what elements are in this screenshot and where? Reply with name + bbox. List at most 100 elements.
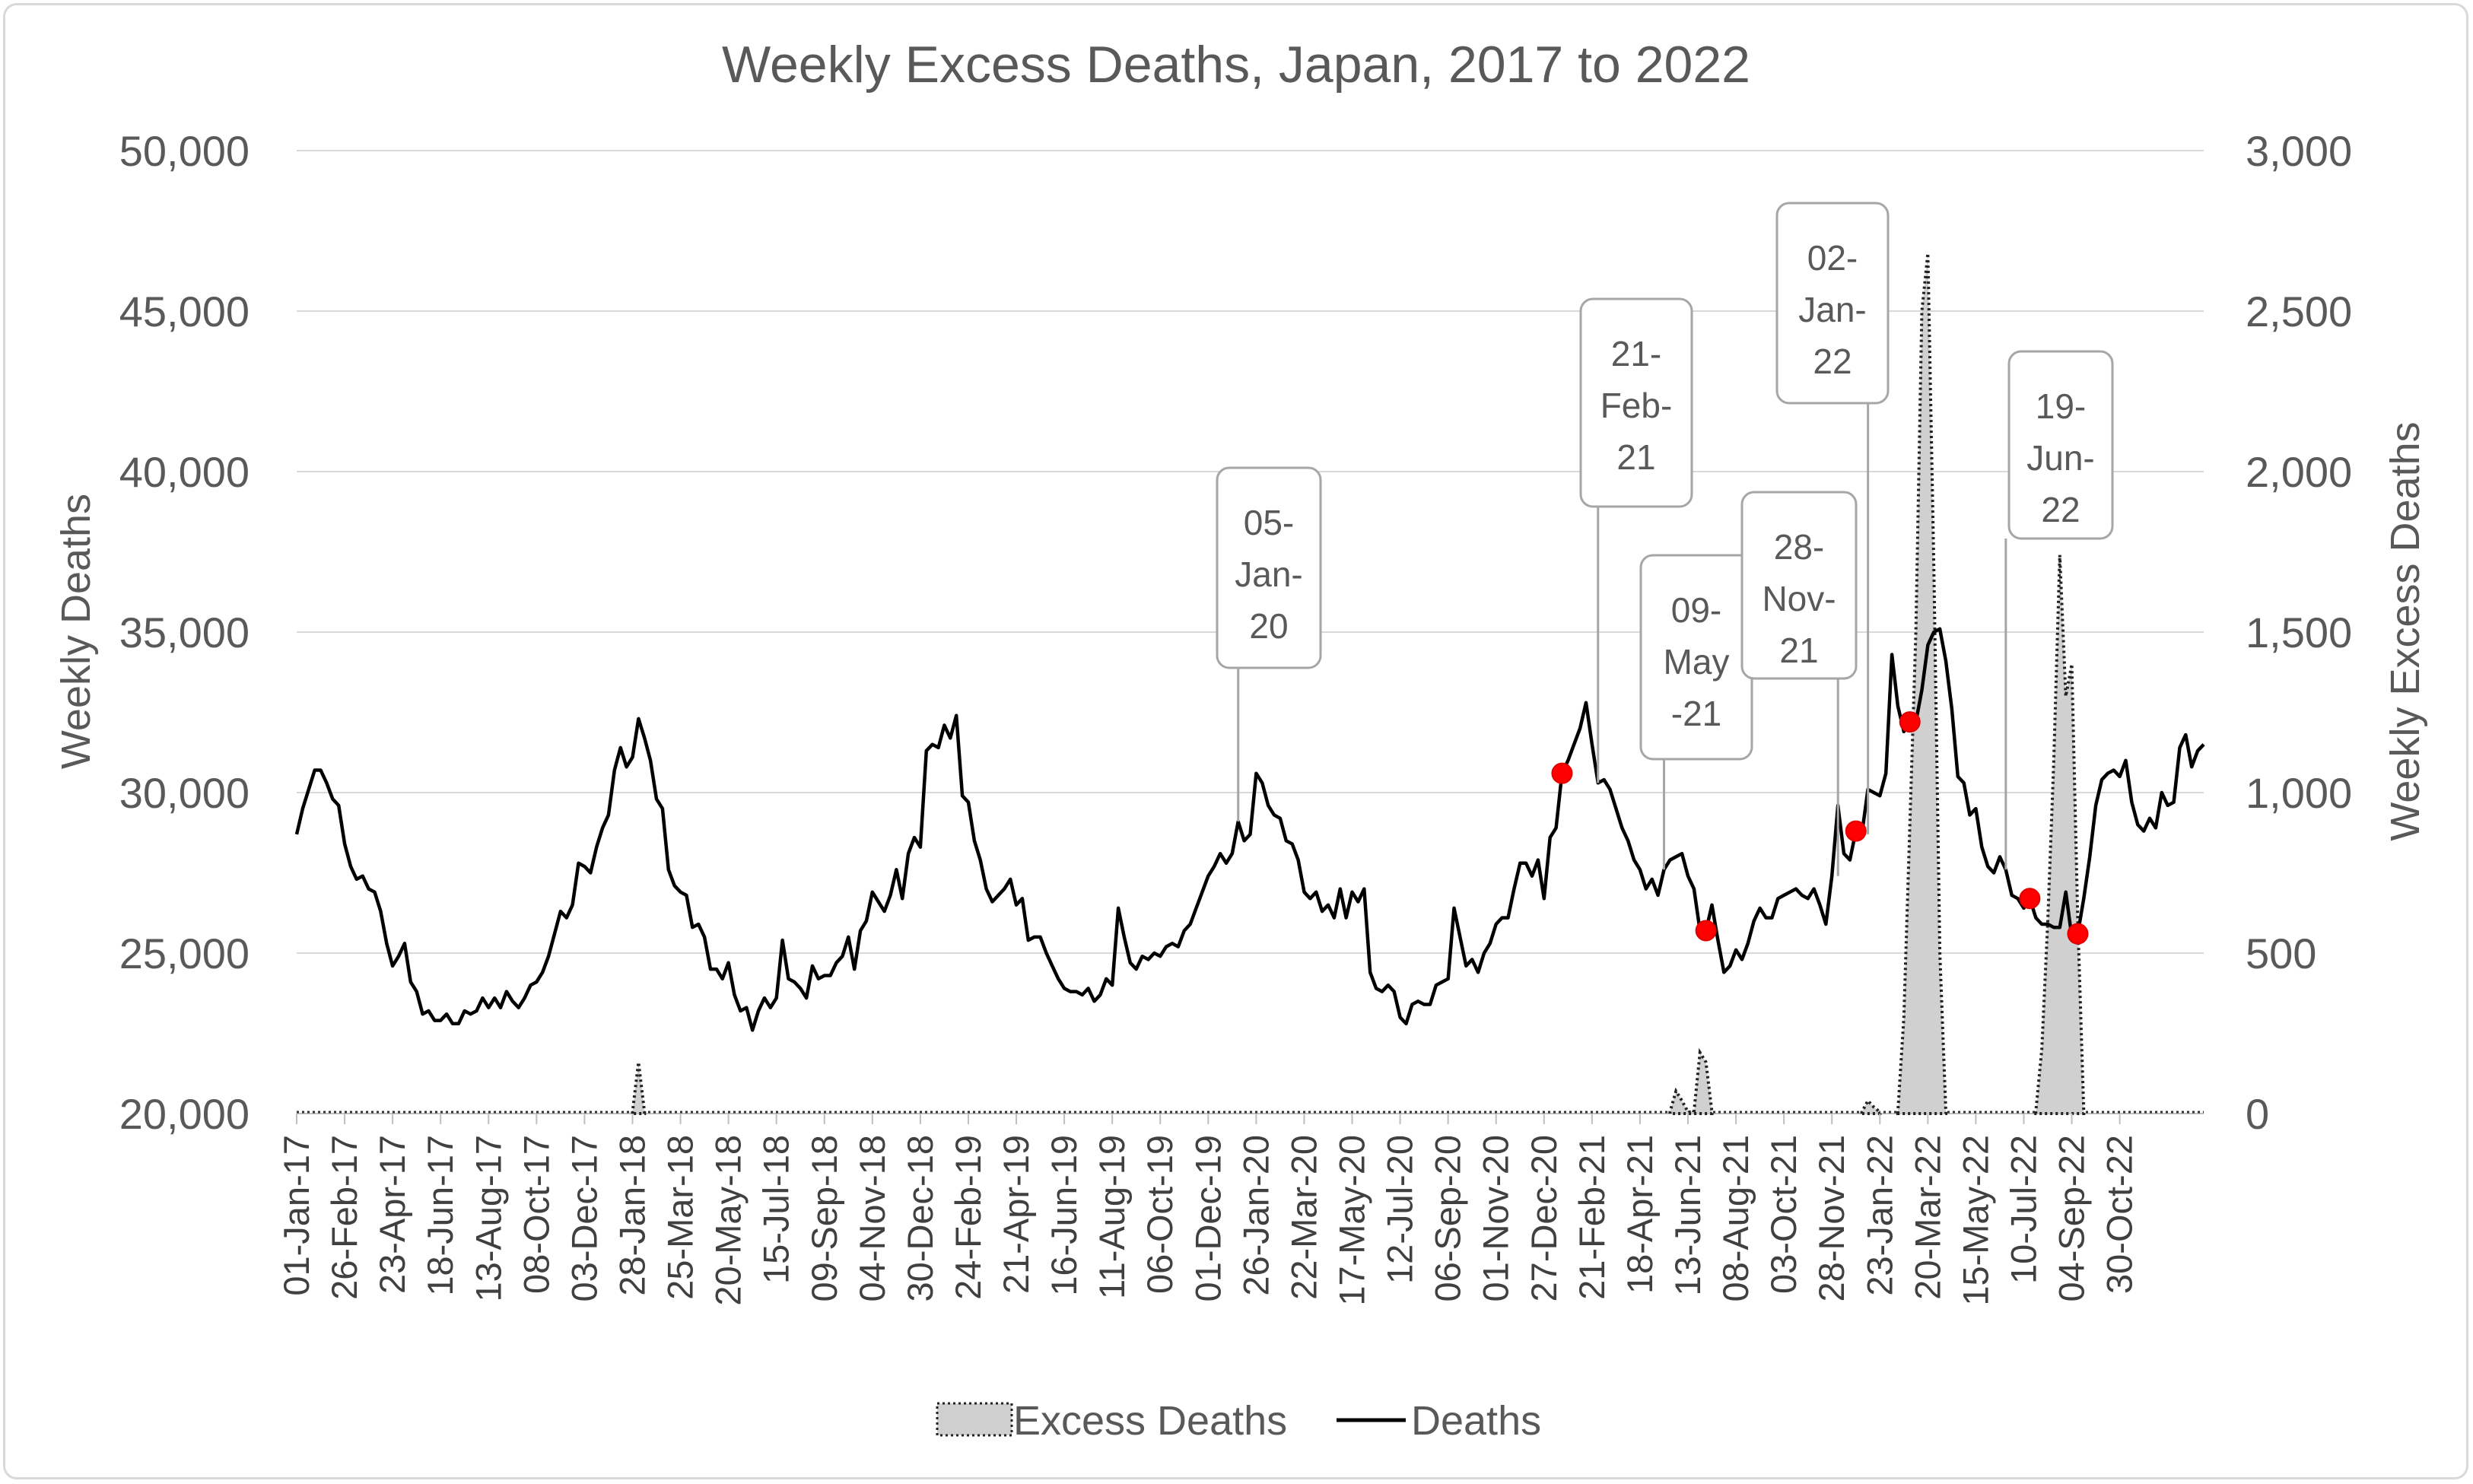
x-tick-label: 08-Aug-21: [1715, 1135, 1756, 1302]
callout-text: 22: [2041, 490, 2080, 529]
x-tick-label: 15-May-22: [1955, 1135, 1995, 1306]
callout-box: [2007, 350, 2114, 540]
right-tick-label: 3,000: [2246, 127, 2352, 175]
callout-text: 05-: [1244, 503, 1294, 542]
x-tick-label: 21-Apr-19: [996, 1135, 1036, 1294]
x-tick-label: 06-Oct-19: [1140, 1135, 1180, 1294]
x-tick-label: 03-Oct-21: [1763, 1135, 1804, 1294]
right-tick-label: 2,500: [2246, 288, 2352, 335]
callout-text: 21-: [1611, 334, 1661, 373]
x-tick-label: 30-Dec-18: [900, 1135, 940, 1301]
x-tick-label: 15-Jul-18: [756, 1135, 796, 1284]
callout-text: 19-: [2036, 386, 2086, 426]
callout-text: Nov-: [1762, 579, 1836, 618]
callout-text: Feb-: [1600, 386, 1673, 425]
excess-area: [2034, 555, 2086, 1115]
left-tick-label: 35,000: [119, 609, 250, 656]
callout-text: Jan-: [1235, 555, 1302, 594]
highlight-markers: [1551, 711, 2089, 945]
left-tick-label: 25,000: [119, 929, 250, 977]
highlight-marker: [1845, 820, 1867, 842]
excess-area: [1860, 1098, 1882, 1115]
x-tick-label: 18-Jun-17: [420, 1135, 460, 1296]
x-tick-label: 23-Jan-22: [1859, 1135, 1899, 1296]
x-tick-label: 26-Feb-17: [324, 1135, 364, 1300]
legend: Excess Deaths Deaths: [936, 1398, 1541, 1444]
right-tick-label: 1,000: [2246, 769, 2352, 817]
deaths-series: [294, 627, 2205, 1032]
callout-text: 28-: [1774, 527, 1824, 567]
x-tick-label: 17-May-20: [1332, 1135, 1372, 1306]
callout-text: May: [1664, 642, 1730, 682]
right-tick-label: 1,500: [2246, 609, 2352, 656]
left-axis-label: Weekly Deaths: [53, 494, 99, 769]
x-tick-label: 04-Sep-22: [2052, 1135, 2092, 1302]
x-tick-label: 01-Dec-19: [1187, 1135, 1228, 1301]
x-axis-ticks: 01-Jan-17 26-Feb-17 23-Apr-17 18-Jun-17 13-A…: [276, 1114, 2140, 1306]
x-tick-label: 01-Nov-20: [1476, 1135, 1516, 1301]
legend-deaths-label: Deaths: [1411, 1398, 1541, 1444]
x-tick-label: 28-Nov-21: [1811, 1135, 1852, 1301]
right-tick-label: 0: [2246, 1090, 2269, 1138]
x-tick-label: 23-Apr-17: [372, 1135, 412, 1294]
highlight-marker: [2067, 923, 2089, 945]
callout-text: Jan-: [1798, 290, 1866, 329]
highlight-marker: [1899, 711, 1921, 733]
right-tick-label: 500: [2246, 929, 2316, 977]
callout-text: 21: [1779, 631, 1818, 670]
x-tick-label: 18-Apr-21: [1620, 1135, 1660, 1294]
x-tick-label: 13-Aug-17: [468, 1135, 508, 1302]
left-tick-label: 20,000: [119, 1090, 250, 1138]
x-tick-label: 26-Jan-20: [1235, 1135, 1276, 1296]
excess-deaths-series: [297, 253, 2204, 1115]
left-tick-label: 45,000: [119, 288, 250, 335]
callouts: 05- Jan- 20 21- Feb- 21 09- May -21 28- Nov- 21 02- J…: [1216, 202, 2114, 876]
callout-text: 22: [1813, 342, 1852, 381]
right-tick-label: 2,000: [2246, 448, 2352, 496]
x-tick-label: 13-Jun-21: [1667, 1135, 1708, 1296]
callout-text: 21: [1616, 437, 1655, 477]
left-tick-label: 40,000: [119, 448, 250, 496]
x-tick-label: 10-Jul-22: [2003, 1135, 2043, 1284]
x-tick-label: 16-Jun-19: [1044, 1135, 1084, 1296]
x-tick-label: 12-Jul-20: [1380, 1135, 1420, 1284]
x-tick-label: 04-Nov-18: [852, 1135, 892, 1301]
callout-text: 02-: [1807, 238, 1858, 278]
chart-title: Weekly Excess Deaths, Japan, 2017 to 202…: [722, 36, 1750, 94]
x-tick-label: 21-Feb-21: [1572, 1135, 1612, 1300]
x-tick-label: 09-Sep-18: [804, 1135, 844, 1302]
x-tick-label: 28-Jan-18: [612, 1135, 652, 1296]
callout-box: [1216, 466, 1322, 669]
x-tick-label: 25-Mar-18: [660, 1135, 701, 1300]
x-tick-label: 24-Feb-19: [948, 1135, 988, 1300]
legend-excess-label: Excess Deaths: [1013, 1398, 1287, 1444]
left-axis-ticks: 20,000 25,000 30,000 35,000 40,000 45,000 50,0…: [119, 127, 250, 1138]
left-tick-label: 30,000: [119, 769, 250, 817]
excess-area: [1668, 1047, 1714, 1115]
x-tick-label: 20-Mar-22: [1907, 1135, 1947, 1300]
callout-box: [1740, 491, 1858, 680]
highlight-marker: [1551, 762, 1573, 784]
x-tick-label: 03-Dec-17: [564, 1135, 604, 1301]
callout-text: -21: [1671, 694, 1721, 733]
x-tick-label: 27-Dec-20: [1524, 1135, 1564, 1301]
x-tick-label: 20-May-18: [708, 1135, 749, 1306]
x-tick-label: 30-Oct-22: [2100, 1135, 2140, 1294]
x-tick-label: 06-Sep-20: [1428, 1135, 1468, 1302]
callout-box: [1579, 297, 1693, 508]
left-tick-label: 50,000: [119, 127, 250, 175]
highlight-marker: [2019, 888, 2041, 910]
x-tick-label: 01-Jan-17: [276, 1135, 316, 1296]
excess-area: [631, 1062, 647, 1115]
callout-text: 20: [1249, 606, 1288, 646]
legend-excess-swatch: [936, 1402, 1013, 1437]
callout-text: Jun-: [2026, 438, 2094, 478]
x-tick-label: 22-Mar-20: [1283, 1135, 1324, 1300]
callout-box: [1775, 202, 1890, 405]
highlight-marker: [1695, 920, 1717, 942]
deaths-line: [294, 627, 2205, 1032]
right-axis-ticks: 0 500 1,000 1,500 2,000 2,500 3,000: [2246, 127, 2352, 1138]
x-tick-label: 11-Aug-19: [1092, 1135, 1132, 1299]
x-tick-label: 08-Oct-17: [516, 1135, 556, 1294]
